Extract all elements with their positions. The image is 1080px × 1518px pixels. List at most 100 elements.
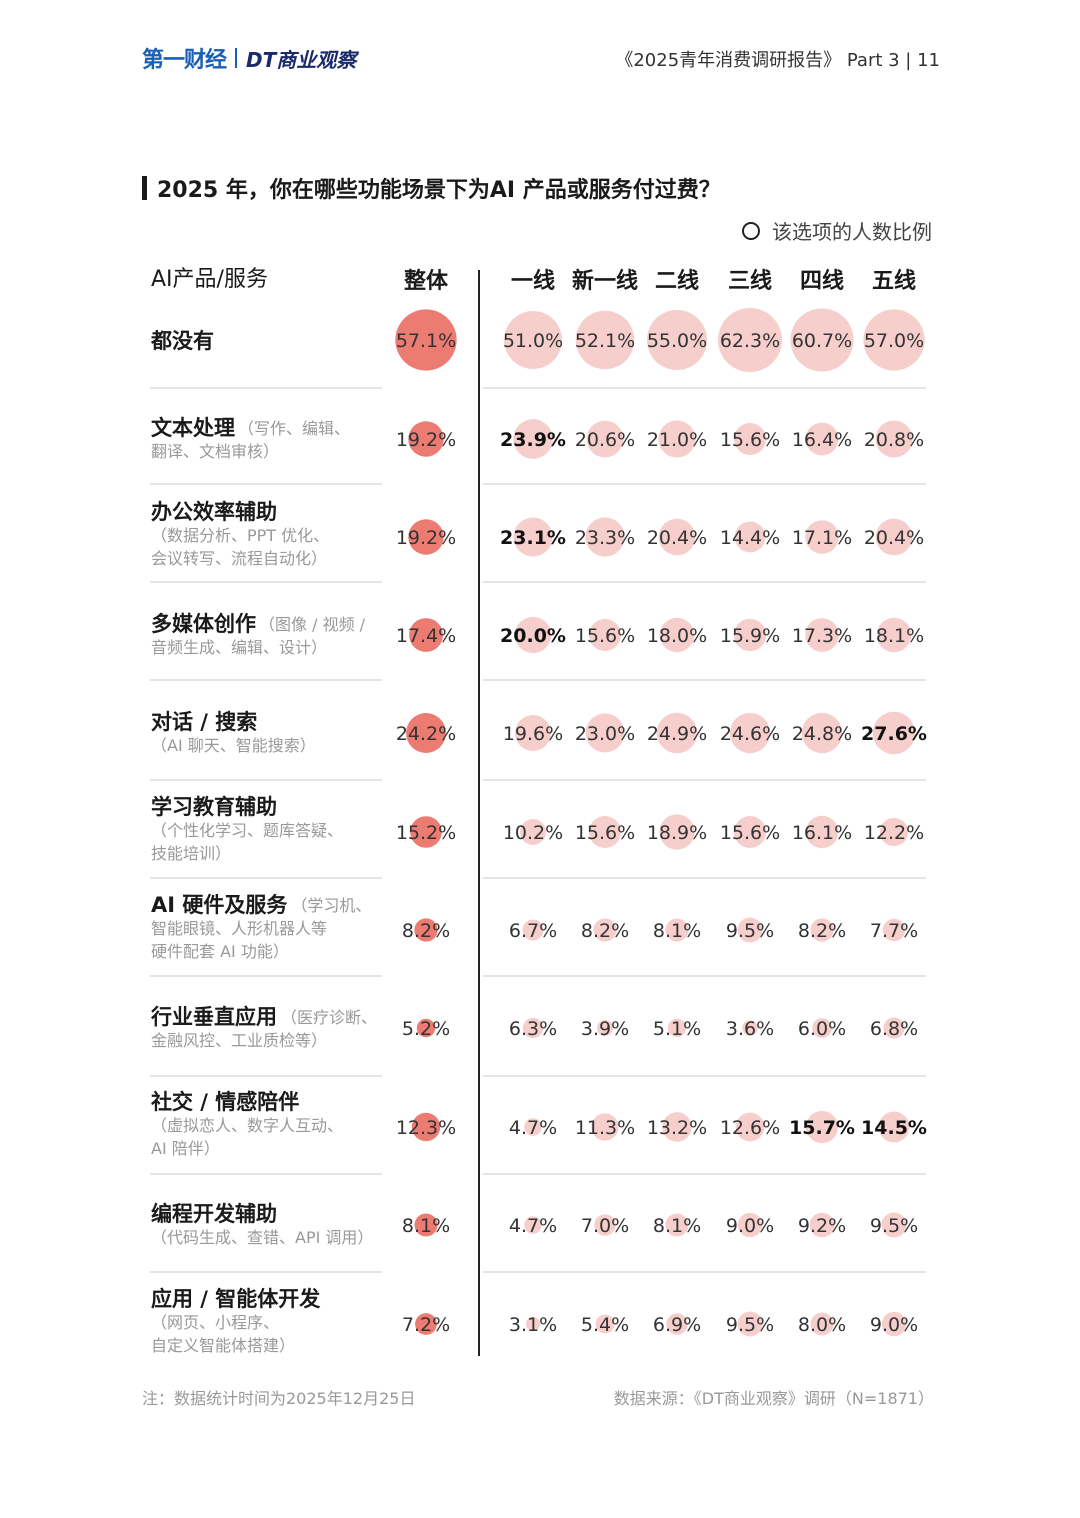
data-label: 15.6% bbox=[575, 822, 635, 844]
data-label: 8.0% bbox=[798, 1314, 846, 1336]
logo-primary: 第一财经 bbox=[142, 48, 227, 73]
data-bubble bbox=[805, 520, 839, 554]
data-bubble bbox=[596, 1019, 614, 1037]
column-header: 一线 bbox=[511, 268, 555, 294]
row-description: AI 陪伴） bbox=[151, 1139, 220, 1158]
report-title: 《2025青年消费调研报告》 Part 3 | 11 bbox=[615, 50, 940, 71]
row-label: 行业垂直应用 bbox=[150, 1005, 277, 1029]
data-label: 23.3% bbox=[575, 527, 635, 549]
data-bubble bbox=[810, 918, 834, 942]
data-bubble bbox=[522, 1017, 544, 1039]
data-label: 19.2% bbox=[396, 429, 456, 451]
row-note: （医疗诊断、 bbox=[281, 1008, 377, 1027]
data-bubble bbox=[790, 308, 854, 372]
data-bubble bbox=[733, 618, 767, 652]
data-label: 6.0% bbox=[798, 1018, 846, 1040]
data-label: 5.2% bbox=[402, 1018, 450, 1040]
data-label: 60.7% bbox=[792, 330, 852, 352]
data-bubble bbox=[729, 712, 771, 754]
data-bubble bbox=[524, 1118, 542, 1136]
chart-title-wrap: 2025 年，你在哪些功能场景下为AI 产品或服务付过费？ bbox=[142, 172, 721, 204]
data-label: 11.3% bbox=[575, 1117, 635, 1139]
data-label: 8.2% bbox=[798, 920, 846, 942]
logo-secondary: DT商业观察 bbox=[246, 47, 357, 72]
row-description: 音频生成、编辑、设计） bbox=[151, 638, 327, 657]
data-bubble bbox=[504, 311, 562, 369]
data-label: 15.6% bbox=[575, 625, 635, 647]
data-bubble bbox=[585, 517, 625, 557]
row-label: 办公效率辅助 bbox=[151, 500, 277, 524]
data-bubble bbox=[593, 918, 617, 942]
data-label: 7.0% bbox=[581, 1215, 629, 1237]
data-label: 12.2% bbox=[864, 822, 924, 844]
data-label: 15.6% bbox=[720, 822, 780, 844]
data-label: 51.0% bbox=[503, 330, 563, 352]
row-description: （网页、小程序、 bbox=[151, 1313, 279, 1332]
data-bubble bbox=[805, 618, 839, 652]
logo-divider bbox=[235, 48, 238, 68]
data-label: 23.1% bbox=[500, 527, 566, 549]
data-label: 19.2% bbox=[396, 527, 456, 549]
row-header: AI产品/服务 bbox=[151, 267, 268, 292]
column-header: 五线 bbox=[872, 268, 916, 294]
data-label: 15.2% bbox=[396, 822, 456, 844]
data-bubble bbox=[585, 713, 625, 753]
data-label: 9.2% bbox=[798, 1215, 846, 1237]
column-header: 四线 bbox=[800, 268, 844, 294]
data-bubble bbox=[805, 1110, 839, 1144]
data-label: 18.0% bbox=[647, 625, 707, 647]
data-bubble bbox=[812, 1018, 832, 1038]
data-label: 55.0% bbox=[647, 330, 707, 352]
row-label: 应用 / 智能体开发 bbox=[151, 1287, 321, 1311]
row-label: 都没有 bbox=[150, 329, 214, 353]
data-bubble bbox=[410, 816, 442, 848]
data-label: 20.6% bbox=[575, 429, 635, 451]
data-label: 8.1% bbox=[402, 1215, 450, 1237]
data-bubble bbox=[575, 310, 635, 370]
data-label: 57.0% bbox=[864, 330, 924, 352]
data-bubble bbox=[524, 1216, 542, 1234]
data-bubble bbox=[414, 918, 438, 942]
data-bubble bbox=[658, 420, 696, 458]
data-bubble bbox=[665, 1213, 689, 1237]
data-label: 9.5% bbox=[726, 1314, 774, 1336]
data-bubble bbox=[737, 1212, 763, 1238]
data-bubble bbox=[595, 1314, 615, 1334]
data-label: 20.4% bbox=[647, 527, 707, 549]
legend: 该选项的人数比例 bbox=[742, 216, 932, 245]
data-label: 23.9% bbox=[500, 429, 566, 451]
data-label: 3.1% bbox=[509, 1314, 557, 1336]
data-label: 20.8% bbox=[864, 429, 924, 451]
data-label: 9.0% bbox=[726, 1215, 774, 1237]
page-header: 第一财经 DT商业观察 《2025青年消费调研报告》 Part 3 | 11 bbox=[142, 38, 940, 78]
data-bubble bbox=[658, 518, 696, 556]
data-label: 18.1% bbox=[864, 625, 924, 647]
row-description: 会议转写、流程自动化） bbox=[151, 549, 327, 568]
column-header: 新一线 bbox=[572, 268, 638, 294]
data-label: 9.5% bbox=[726, 920, 774, 942]
row-label: 学习教育辅助 bbox=[151, 795, 277, 819]
data-label: 17.3% bbox=[792, 625, 852, 647]
row-description: 智能眼镜、人形机器人等 bbox=[151, 919, 327, 938]
data-bubble bbox=[737, 1311, 763, 1337]
data-label: 10.2% bbox=[503, 822, 563, 844]
row-label: 对话 / 搜索 bbox=[151, 710, 257, 734]
data-bubble bbox=[878, 1111, 910, 1143]
data-label: 57.1% bbox=[396, 330, 456, 352]
data-label: 17.1% bbox=[792, 527, 852, 549]
data-label: 6.9% bbox=[653, 1314, 701, 1336]
data-bubble bbox=[665, 918, 689, 942]
row-description: （AI 聊天、智能搜索） bbox=[151, 736, 316, 755]
row-description: 翻译、文档审核） bbox=[151, 442, 279, 461]
data-bubble bbox=[408, 519, 444, 555]
legend-label: 该选项的人数比例 bbox=[772, 220, 932, 244]
data-bubble bbox=[810, 1312, 834, 1336]
data-label: 27.6% bbox=[861, 723, 927, 745]
data-label: 5.1% bbox=[653, 1018, 701, 1040]
column-header: 二线 bbox=[655, 268, 699, 294]
data-label: 6.7% bbox=[509, 920, 557, 942]
data-bubble bbox=[522, 919, 544, 941]
data-label: 23.0% bbox=[575, 723, 635, 745]
data-label: 24.2% bbox=[396, 723, 456, 745]
